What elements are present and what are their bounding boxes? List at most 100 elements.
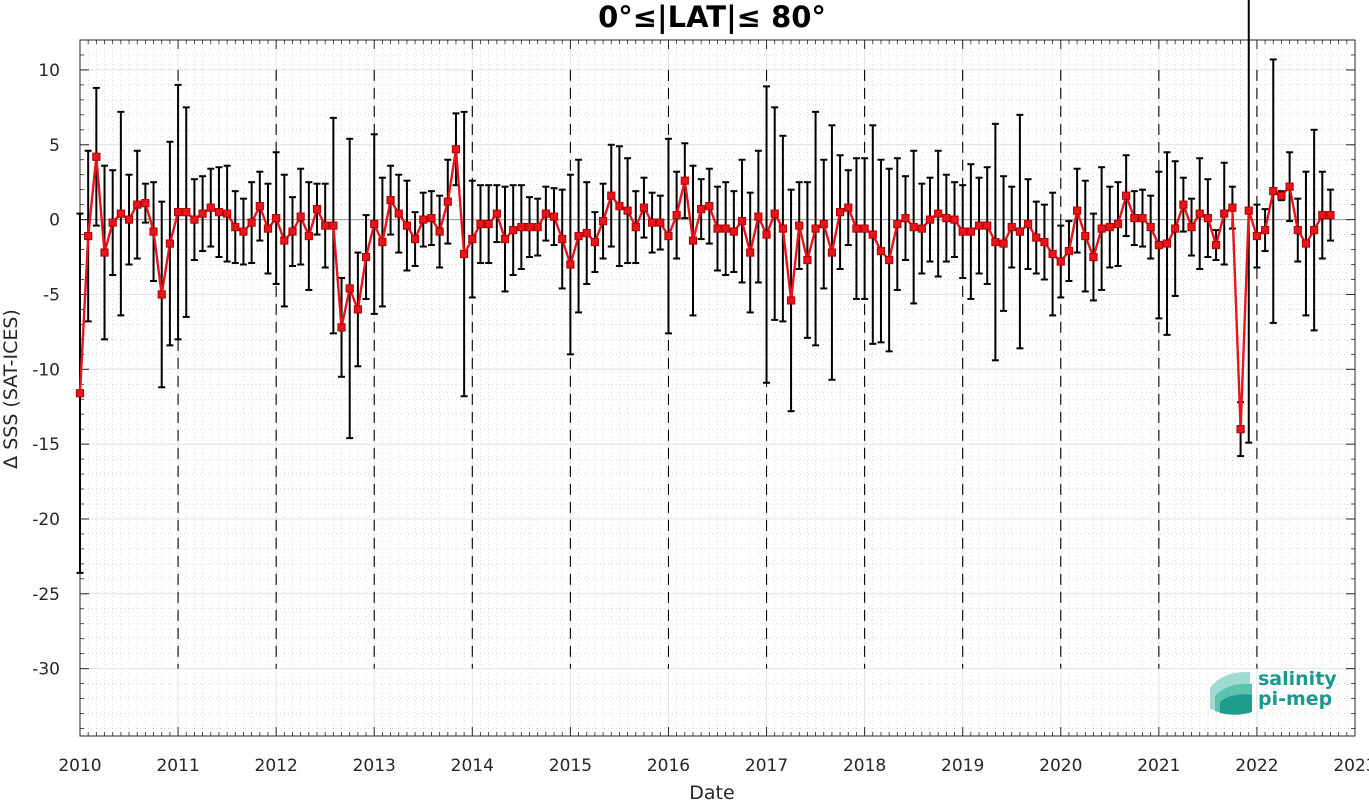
data-point-marker [116, 209, 125, 218]
data-point-marker [656, 218, 665, 227]
data-point-marker [983, 221, 992, 230]
data-point-marker [296, 212, 305, 221]
data-point-marker [492, 209, 501, 218]
x-tick-label: 2020 [1039, 756, 1082, 776]
data-point-marker [1285, 182, 1294, 191]
data-point-marker [190, 215, 199, 224]
data-point-marker [100, 248, 109, 257]
data-point-marker [876, 246, 886, 256]
data-point-marker [345, 284, 354, 293]
data-point-marker [525, 222, 534, 232]
data-point-marker [1081, 231, 1090, 241]
data-point-marker [835, 208, 845, 217]
data-point-marker [1032, 233, 1041, 242]
data-point-marker [852, 224, 861, 233]
data-point-marker [386, 196, 395, 205]
data-point-marker [1023, 220, 1033, 229]
data-point-marker [141, 199, 150, 208]
salinity-pi-mep-logo: salinity pi-mep [1210, 668, 1337, 715]
data-point-marker [1236, 425, 1245, 434]
data-point-marker [247, 218, 256, 227]
y-tick-label: 10 [38, 61, 60, 81]
data-point-marker [435, 227, 444, 236]
data-point-marker [697, 205, 706, 214]
data-point-marker [590, 237, 600, 247]
data-point-marker [460, 249, 469, 259]
data-point-marker [713, 224, 722, 233]
data-point-marker [746, 248, 755, 257]
data-point-marker [844, 203, 853, 212]
data-point-marker [157, 290, 166, 299]
data-point-marker [909, 222, 918, 232]
data-point-marker [729, 227, 738, 236]
data-point-marker [1097, 224, 1106, 233]
data-point-marker [966, 227, 975, 236]
data-point-marker [1171, 224, 1180, 233]
data-point-marker [509, 225, 518, 235]
data-point-marker [329, 221, 338, 230]
data-point-marker [549, 212, 559, 221]
data-point-marker [737, 217, 747, 226]
data-point-marker [795, 221, 804, 230]
y-tick-label: -20 [32, 510, 60, 530]
data-point-marker [672, 211, 681, 220]
data-point-marker [566, 260, 575, 269]
data-point-marker [1203, 214, 1212, 223]
data-point-marker [1211, 240, 1221, 250]
x-tick-label: 2018 [843, 756, 886, 776]
data-point-marker [419, 215, 428, 224]
data-point-marker [476, 220, 485, 229]
data-point-marker [206, 203, 215, 212]
data-point-marker [680, 176, 689, 185]
data-point-marker [361, 252, 371, 262]
data-point-marker [84, 231, 93, 241]
data-point-marker [1326, 211, 1335, 220]
data-point-marker [762, 230, 771, 239]
data-point-marker [648, 218, 657, 227]
data-point-marker [231, 222, 240, 232]
data-point-marker [991, 237, 1000, 247]
data-point-marker [1048, 249, 1057, 259]
grid-layer [79, 39, 1356, 736]
data-point-marker [999, 239, 1008, 248]
data-point-marker [705, 202, 714, 211]
logo-text-line1: salinity [1258, 668, 1337, 690]
y-tick-label: -10 [32, 360, 60, 380]
data-point-marker [149, 227, 158, 236]
data-point-marker [754, 212, 763, 221]
data-point-marker [312, 205, 322, 214]
x-tick-label: 2013 [353, 756, 396, 776]
data-point-marker [1244, 206, 1253, 215]
data-point-marker [558, 234, 567, 244]
x-tick-label: 2023 [1333, 756, 1369, 776]
x-tick-label: 2019 [941, 756, 984, 776]
data-point-marker [1154, 240, 1163, 250]
data-point-marker [950, 215, 959, 224]
data-point-marker [75, 389, 85, 398]
data-point-marker [1138, 214, 1147, 223]
data-point-marker [1277, 191, 1286, 200]
data-point-marker [1318, 211, 1327, 220]
x-tick-label: 2015 [549, 756, 592, 776]
data-point-marker [868, 230, 877, 239]
data-point-marker [811, 224, 820, 233]
data-point-marker [574, 231, 583, 241]
data-point-marker [1310, 225, 1319, 235]
data-point-marker [688, 236, 698, 245]
data-point-marker [664, 231, 673, 241]
data-point-marker [1089, 252, 1098, 262]
error-bars [76, 0, 1334, 574]
data-point-marker [1113, 220, 1123, 229]
y-axis-label: Δ SSS (SAT-ICES) [0, 309, 22, 469]
x-tick-label: 2011 [156, 756, 199, 776]
data-point-marker [1179, 200, 1188, 209]
data-point-marker [1056, 257, 1065, 266]
data-point-marker [1220, 209, 1229, 218]
data-point-marker [958, 227, 967, 236]
x-tick-label: 2012 [255, 756, 298, 776]
x-tick-label: 2017 [745, 756, 788, 776]
data-point-marker [304, 231, 313, 241]
data-point-marker [410, 234, 420, 244]
x-tick-label: 2016 [647, 756, 690, 776]
